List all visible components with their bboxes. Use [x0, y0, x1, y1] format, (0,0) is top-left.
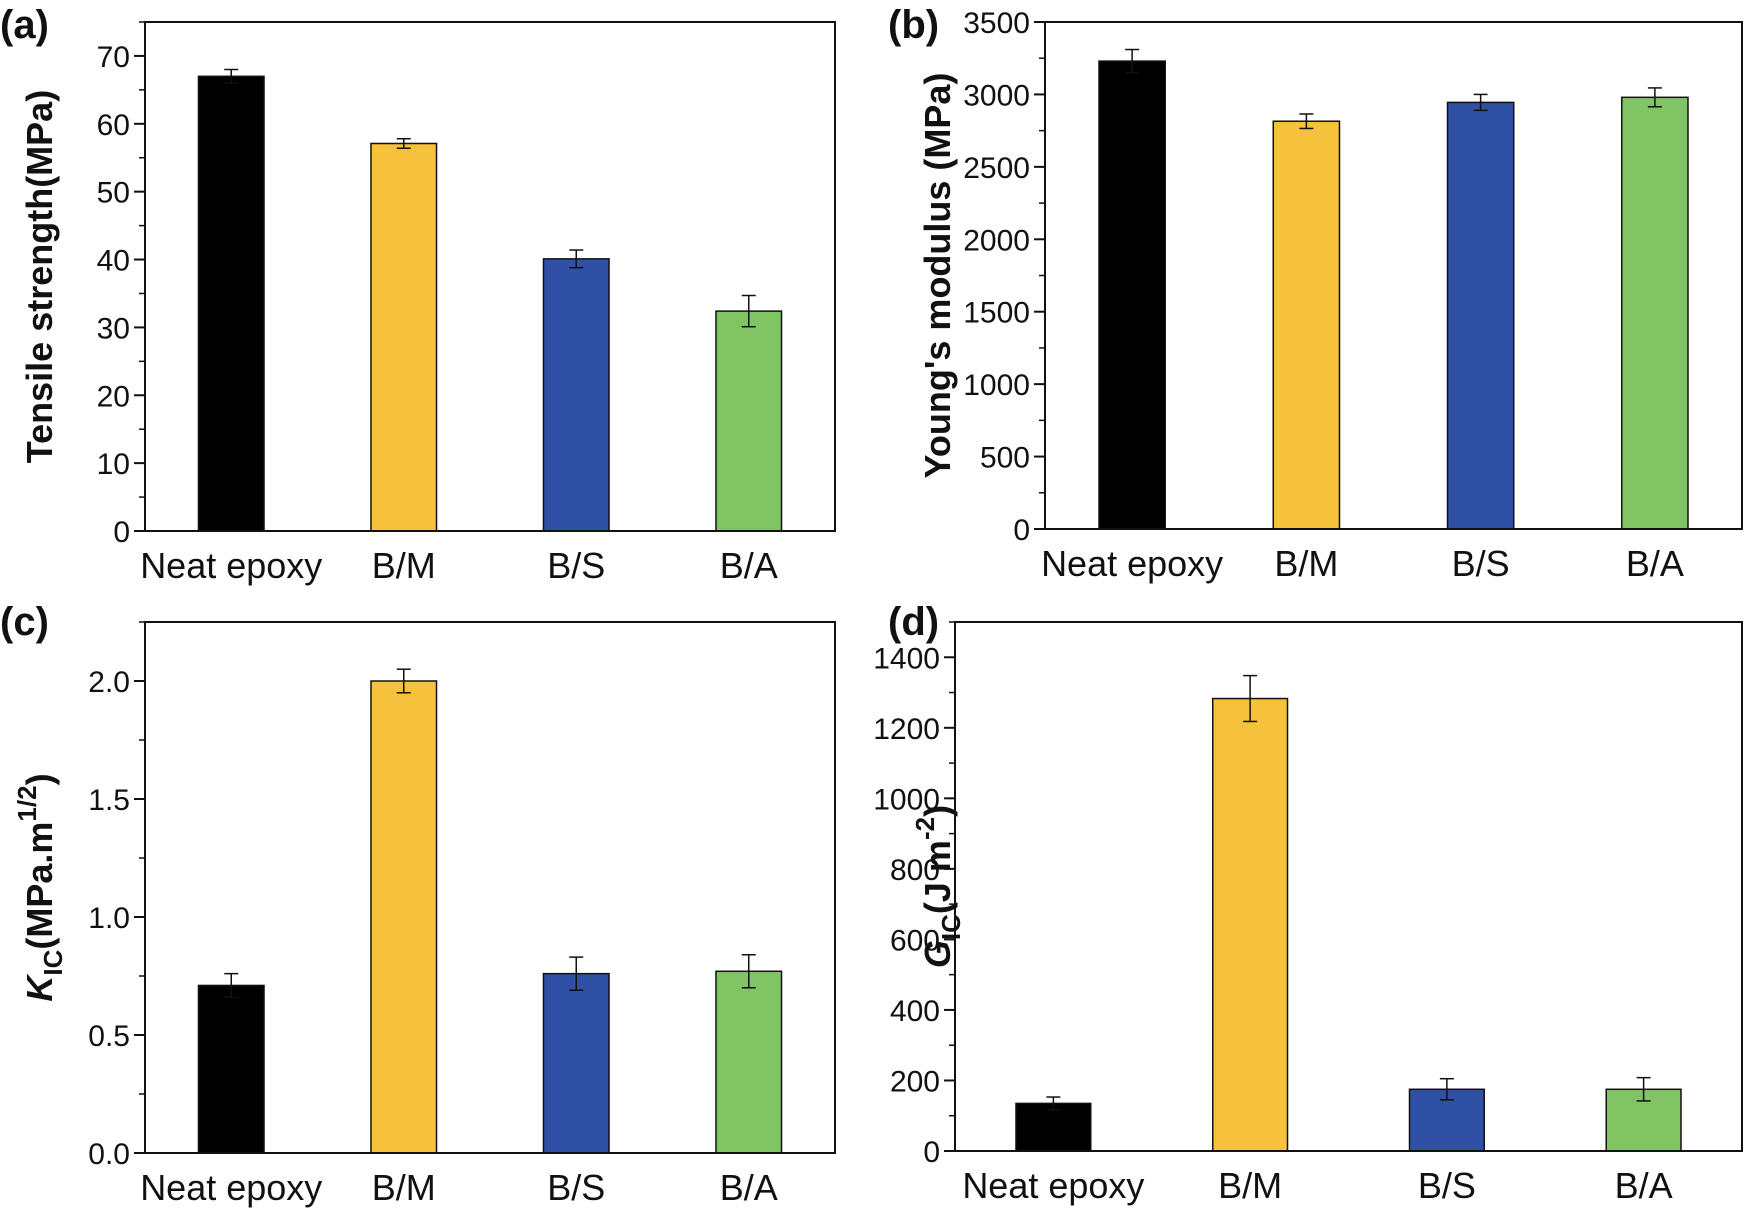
y-tick-label: 3000 [963, 79, 1030, 112]
y-axis-title-close: ) [917, 805, 958, 817]
y-tick-label: 1000 [873, 783, 940, 816]
y-tick-label: 0.5 [88, 1020, 130, 1053]
y-axis-title-sub: IC [38, 949, 68, 975]
bar [1015, 1102, 1092, 1152]
y-tick-label: 1400 [873, 642, 940, 675]
y-axis-title-close: ) [19, 773, 60, 785]
y-tick-label: 0.0 [88, 1138, 130, 1171]
y-tick-label: 800 [890, 854, 940, 887]
category-label: Neat epoxy [140, 545, 322, 586]
category-label: B/S [547, 1167, 605, 1208]
y-axis-title-sup: 1/2 [12, 785, 42, 821]
category-label: B/M [372, 1167, 436, 1208]
plot-frame [144, 21, 836, 532]
y-axis-title-sup: -2 [910, 817, 940, 840]
category-label: Neat epoxy [962, 1165, 1144, 1206]
bar [370, 142, 438, 532]
bar [1621, 96, 1689, 530]
y-tick-label: 0 [923, 1136, 940, 1169]
y-tick-label: 1500 [963, 297, 1030, 330]
category-label: B/M [1274, 543, 1338, 584]
y-axis-title-main: G [917, 940, 958, 968]
category-label: Neat epoxy [140, 1167, 322, 1208]
y-axis-title-main: K [19, 973, 60, 1002]
y-tick-label: 40 [97, 245, 130, 278]
y-tick-label: 1.0 [88, 902, 130, 935]
y-tick-label: 1200 [873, 713, 940, 746]
category-label: B/M [1218, 1165, 1282, 1206]
bar [715, 310, 783, 532]
category-label: B/S [1418, 1165, 1476, 1206]
category-label: B/M [372, 545, 436, 586]
y-tick-label: 2500 [963, 152, 1030, 185]
bar [370, 680, 438, 1154]
plot-frame [144, 621, 836, 1154]
y-axis-title: Young's modulus (MPa) [917, 73, 958, 479]
bar [1211, 697, 1289, 1152]
chart-panel-4: (d) Neat epoxy B/M B/S B/A 0 200 400 600 800 1000 1… [873, 600, 1743, 1206]
y-tick-label: 200 [890, 1065, 940, 1098]
y-tick-label: 400 [890, 995, 940, 1028]
y-tick-label: 30 [97, 312, 130, 345]
bar [1446, 101, 1515, 530]
category-label: Neat epoxy [1041, 543, 1223, 584]
panel-label: (a) [0, 3, 49, 47]
category-label: B/A [720, 545, 778, 586]
y-axis-title-sub: IC [936, 914, 966, 940]
category-label: B/A [720, 1167, 778, 1208]
y-tick-label: 0 [113, 516, 130, 549]
y-tick-label: 1.5 [88, 784, 130, 817]
y-tick-label: 0 [1013, 514, 1030, 547]
chart-panel-1: (a) Neat epoxy B/M B/S B/A 0 10 20 30 40 50 60 70 Ten… [0, 3, 836, 586]
panel-label: (c) [0, 600, 49, 644]
y-tick-label: 1000 [963, 369, 1030, 402]
category-label: B/A [1626, 543, 1684, 584]
y-tick-label: 3500 [963, 7, 1030, 40]
chart-panel-2: (b) Neat epoxy B/M B/S B/A 0 500 1000 1500 2000 25… [888, 3, 1743, 584]
y-axis-title: GIC(J m-2) [910, 805, 966, 968]
category-label: B/S [1452, 543, 1510, 584]
y-tick-label: 2.0 [88, 666, 130, 699]
y-tick-label: 500 [980, 442, 1030, 475]
chart-panel-3: (c) Neat epoxy B/M B/S B/A 0.0 0.5 1.0 1.5 2.0 KIC… [0, 600, 836, 1208]
panel-label: (d) [888, 600, 939, 644]
y-axis-title-rest: (MPa.m [19, 822, 60, 950]
plot-frame [1044, 21, 1743, 530]
bar [715, 970, 783, 1154]
category-label: B/S [547, 545, 605, 586]
y-tick-label: 60 [97, 109, 130, 142]
bar [197, 75, 265, 532]
plot-frame [954, 621, 1743, 1152]
y-tick-label: 50 [97, 177, 130, 210]
bar [1272, 120, 1341, 530]
y-tick-label: 10 [97, 448, 130, 481]
panel-label: (b) [888, 3, 939, 47]
bar [542, 258, 610, 532]
y-axis-title: Tensile strength(MPa) [19, 90, 60, 463]
category-label: B/A [1615, 1165, 1673, 1206]
y-tick-label: 600 [890, 924, 940, 957]
bar [197, 984, 265, 1154]
y-tick-label: 20 [97, 380, 130, 413]
y-axis-title: KIC(MPa.m1/2) [12, 773, 68, 1001]
bar [542, 972, 610, 1154]
bar [1098, 60, 1166, 530]
y-tick-label: 70 [97, 41, 130, 74]
y-tick-label: 2000 [963, 224, 1030, 257]
y-axis-title-rest: (J m [917, 840, 958, 914]
